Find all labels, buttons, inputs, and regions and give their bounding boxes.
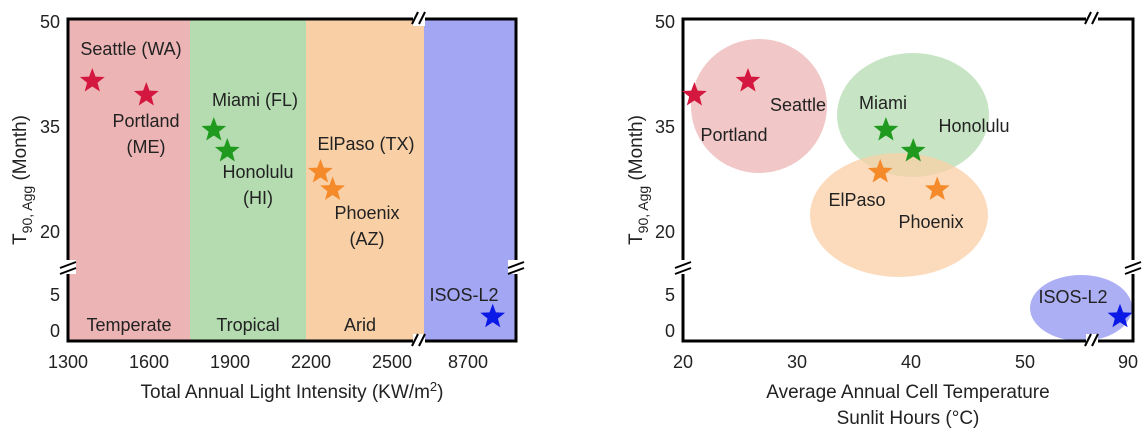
right-y-tick-0: 0 — [665, 321, 675, 341]
label-honolulu-hi-line1: Honolulu — [222, 162, 293, 182]
left-star-portland-me — [133, 82, 159, 106]
label-phoenix-az-line2: (AZ) — [350, 229, 385, 249]
left-x-axis-title: Total Annual Light Intensity (KW/m2) — [141, 379, 444, 403]
right-x-axis-break — [1084, 11, 1099, 348]
left-star-phoenix-az — [320, 176, 345, 200]
temperate-cluster — [691, 39, 827, 173]
left-star-isos-l2 — [480, 303, 506, 328]
label-phoenix-az: Phoenix (AZ) — [334, 203, 399, 249]
label-honolulu-hi-line2: (HI) — [243, 188, 273, 208]
left-y-axis-break — [59, 260, 525, 275]
left-y-tick-50: 50 — [40, 12, 60, 32]
left-star-honolulu-hi — [214, 138, 240, 162]
label-elpaso: ElPaso — [828, 190, 885, 210]
right-star-honolulu — [900, 138, 926, 162]
left-x-tick-2500: 2500 — [372, 352, 412, 372]
label-phoenix: Phoenix — [898, 212, 963, 232]
left-star-miami-fl — [201, 117, 227, 141]
right-y-tick-50: 50 — [655, 12, 675, 32]
left-star-elpaso-tx — [308, 159, 333, 183]
label-portland-me-line2: (ME) — [127, 137, 166, 157]
label-elpaso-tx: ElPaso (TX) — [317, 134, 414, 154]
tropical-cluster — [837, 53, 989, 177]
label-isos-l2-left: ISOS-L2 — [429, 285, 498, 305]
right-x-tick-30: 30 — [787, 352, 807, 372]
label-honolulu: Honolulu — [938, 116, 1009, 136]
right-star-miami — [873, 117, 899, 141]
label-phoenix-az-line1: Phoenix — [334, 203, 399, 223]
right-y-tick-35: 35 — [655, 117, 675, 137]
label-isos-l2-right: ISOS-L2 — [1038, 287, 1107, 307]
right-star-seattle — [735, 68, 761, 92]
left-y-tick-35: 35 — [40, 117, 60, 137]
right-y-tick-5: 5 — [665, 285, 675, 305]
right-star-portland — [682, 82, 707, 106]
left-x-ticks: 1300 1600 1900 2200 2500 8700 — [48, 352, 488, 372]
tropical-region — [190, 19, 306, 341]
arid-region — [306, 19, 424, 341]
right-x-axis-title-line2: Sunlit Hours (°C) — [837, 408, 980, 429]
right-star-isos-l2 — [1107, 303, 1133, 328]
right-y-ticks: 0 5 20 35 50 — [655, 12, 675, 341]
right-star-phoenix — [924, 176, 950, 200]
tropical-label: Tropical — [216, 315, 279, 335]
right-x-axis-title-line1: Average Annual Cell Temperature — [766, 382, 1049, 403]
label-portland-me: Portland (ME) — [112, 111, 179, 157]
label-honolulu-hi: Honolulu (HI) — [222, 162, 293, 208]
left-x-tick-1300: 1300 — [48, 352, 88, 372]
right-y-axis-title: T90, Agg (Month) — [626, 115, 651, 245]
right-x-tick-40: 40 — [901, 352, 921, 372]
arid-label: Arid — [344, 315, 376, 335]
left-y-tick-0: 0 — [50, 321, 60, 341]
left-x-tick-1600: 1600 — [129, 352, 169, 372]
label-seattle-wa: Seattle (WA) — [80, 39, 181, 59]
left-y-tick-20: 20 — [40, 222, 60, 242]
left-x-tick-2200: 2200 — [291, 352, 331, 372]
label-portland-me-line1: Portland — [112, 111, 179, 131]
left-x-tick-8700: 8700 — [448, 352, 488, 372]
label-portland: Portland — [700, 125, 767, 145]
right-star-elpaso — [867, 159, 893, 183]
temperate-region — [68, 19, 190, 341]
left-x-axis-break — [411, 11, 426, 348]
left-y-ticks: 0 5 20 35 50 — [40, 12, 60, 341]
label-miami: Miami — [859, 93, 907, 113]
right-data-points — [682, 68, 1133, 328]
right-x-tick-20: 20 — [673, 352, 693, 372]
arid-cluster — [810, 153, 988, 277]
left-star-seattle-wa — [79, 68, 105, 92]
lab-test-cluster — [1030, 275, 1132, 341]
right-y-tick-20: 20 — [655, 222, 675, 242]
left-data-points — [79, 68, 506, 328]
label-miami-fl: Miami (FL) — [212, 90, 298, 110]
label-seattle: Seattle — [770, 95, 826, 115]
left-chart: Temperate Tropical Arid 1300 1600 1900 2… — [10, 11, 525, 403]
left-y-tick-5: 5 — [50, 285, 60, 305]
right-x-tick-50: 50 — [1015, 352, 1035, 372]
right-chart: 20 30 40 50 90 0 5 20 35 50 Average Annu… — [626, 11, 1142, 429]
right-x-tick-90: 90 — [1118, 352, 1138, 372]
right-plot-frame — [681, 17, 1135, 343]
lab-test-region — [424, 19, 516, 341]
temperate-label: Temperate — [86, 315, 171, 335]
right-y-axis-break — [674, 260, 1142, 275]
left-y-axis-title: T90, Agg (Month) — [10, 115, 35, 245]
left-plot-frame — [66, 17, 518, 343]
left-x-tick-1900: 1900 — [210, 352, 250, 372]
right-x-ticks: 20 30 40 50 90 — [673, 352, 1138, 372]
